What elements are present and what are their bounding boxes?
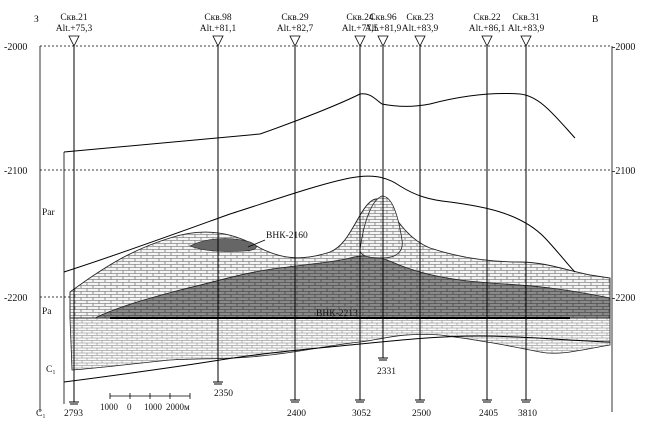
well-head-marker <box>289 35 301 47</box>
well-bottom-marker <box>213 381 223 385</box>
lower-reservoir-layer <box>69 317 611 371</box>
scale-bar: 1000 0 1000 2000м <box>100 393 191 412</box>
depth-label-right-2100: -2100 <box>612 166 635 177</box>
well-head-marker <box>354 35 366 47</box>
well-bottom-marker <box>69 401 79 405</box>
well-bottom-marker <box>290 399 300 403</box>
well-altitude-label: Alt.+86,1 <box>469 24 506 34</box>
well-name-label: Скв.23 <box>406 13 434 23</box>
well-total-depth-label: 3810 <box>518 409 537 419</box>
well-name-label: Скв.96 <box>369 13 397 23</box>
well-head-marker <box>68 35 80 47</box>
well-head-marker <box>520 35 532 47</box>
west-label: З <box>34 15 39 25</box>
well-total-depth-label: 2793 <box>64 409 83 419</box>
well-total-depth-label: 3052 <box>352 409 371 419</box>
well-bottom-marker <box>521 399 531 403</box>
well-bottom-marker <box>482 399 492 403</box>
well-total-depth-label: 2400 <box>287 409 306 419</box>
well-altitude-label: Alt.+77,5 <box>342 24 379 34</box>
owc-leader-upper <box>247 239 266 248</box>
dome-well-96 <box>359 195 403 259</box>
horizon-label-pa: Pa <box>42 307 52 317</box>
depth-label-left-2200: -2200 <box>4 293 27 304</box>
well-name-label: Скв.98 <box>204 13 232 23</box>
owc-label-lower: ВНК-2213 <box>316 309 358 319</box>
scale-label-1000-right: 1000 <box>144 402 163 412</box>
well-head-marker <box>414 35 426 47</box>
east-label: В <box>592 15 598 25</box>
well-altitude-label: Alt.+81,1 <box>200 24 237 34</box>
well-bottom-marker <box>378 357 388 361</box>
well-name-label: Скв.24 <box>346 13 374 23</box>
owc-label-upper: ВНК-2160 <box>266 231 308 241</box>
depth-label-right-2000: -2000 <box>612 42 635 53</box>
well-altitude-label: Alt.+82,7 <box>277 24 314 34</box>
well-altitude-label: Alt.+83,9 <box>508 24 545 34</box>
horizon-label-c1-mid: C₁ <box>46 365 56 375</box>
well-altitude-label: Alt.+81,9 <box>365 24 402 34</box>
par-horizon-line <box>63 175 576 273</box>
depth-label-left-2000: -2000 <box>4 42 27 53</box>
depth-label-right-2200: -2200 <box>612 293 635 304</box>
horizon-label-c1-bottom: C₁ <box>36 409 46 419</box>
horizon-label-par: Par <box>42 208 56 218</box>
well-total-depth-label: 2331 <box>377 367 396 377</box>
depth-label-left-2100: -2100 <box>4 166 27 177</box>
scale-label-0: 0 <box>127 402 132 412</box>
well-total-depth-label: 2350 <box>214 389 233 399</box>
well-altitude-label: Alt.+75,3 <box>56 24 93 34</box>
scale-label-1000-left: 1000 <box>100 402 119 412</box>
well-name-label: Скв.21 <box>60 13 88 23</box>
wells-group: Скв.21Alt.+75,32793Скв.98Alt.+81,12350Ск… <box>56 13 545 419</box>
well-head-marker <box>481 35 493 47</box>
well-total-depth-label: 2500 <box>412 409 431 419</box>
well-bottom-marker <box>355 399 365 403</box>
top-horizon-line <box>63 93 576 153</box>
well-name-label: Скв.31 <box>512 13 540 23</box>
well-name-label: Скв.29 <box>281 13 309 23</box>
well-head-marker <box>212 35 224 47</box>
well-head-marker <box>377 35 389 47</box>
well-altitude-label: Alt.+83,9 <box>402 24 439 34</box>
scale-label-2000: 2000м <box>166 402 190 412</box>
well-name-label: Скв.22 <box>473 13 501 23</box>
well-total-depth-label: 2405 <box>479 409 498 419</box>
well-bottom-marker <box>415 399 425 403</box>
